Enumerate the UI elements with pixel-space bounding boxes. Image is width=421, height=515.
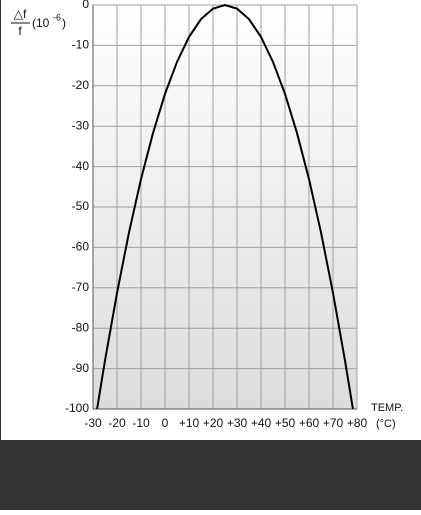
x-tick-label: +70: [323, 416, 344, 430]
chart-layer: 0-10-20-30-40-50-60-70-80-90-100-30 -20 -1…: [65, 0, 368, 430]
y-tick-label: -80: [72, 320, 90, 334]
x-tick-label: -30: [84, 416, 102, 430]
y-tick-label: -20: [72, 78, 90, 92]
y-tick-label: -40: [72, 159, 90, 173]
x-tick-label: +50: [275, 416, 296, 430]
x-label: TEMP.: [371, 402, 403, 414]
y-tick-label: -30: [72, 118, 90, 132]
y-tick-label: -70: [72, 280, 90, 294]
x-tick-label: +20: [203, 416, 224, 430]
y-tick-label: -100: [65, 401, 89, 415]
x-tick-label: 0: [162, 416, 169, 430]
y-tick-label: -60: [72, 240, 90, 254]
x-tick-label: +10: [179, 416, 200, 430]
y-label-denominator: f: [18, 24, 22, 38]
x-tick-label: +40: [251, 416, 272, 430]
footer-band: [0, 440, 421, 510]
curve: [96, 3, 354, 410]
y-label-exponent: -6: [53, 12, 61, 22]
y-tick-label: -10: [72, 38, 90, 52]
y-label-close: ): [62, 16, 66, 30]
y-label-numerator: △f: [14, 7, 27, 21]
y-tick-label: 0: [82, 0, 89, 11]
x-unit: (°C): [376, 418, 396, 430]
x-tick-label: -10: [132, 416, 150, 430]
x-tick-label: +60: [299, 416, 320, 430]
y-tick-label: -90: [72, 361, 90, 375]
y-tick-label: -50: [72, 199, 90, 213]
x-tick-label: +30: [227, 416, 248, 430]
y-label-unit: (10: [32, 16, 50, 30]
x-tick-label: -20: [108, 416, 126, 430]
x-tick-label: +80: [347, 416, 368, 430]
